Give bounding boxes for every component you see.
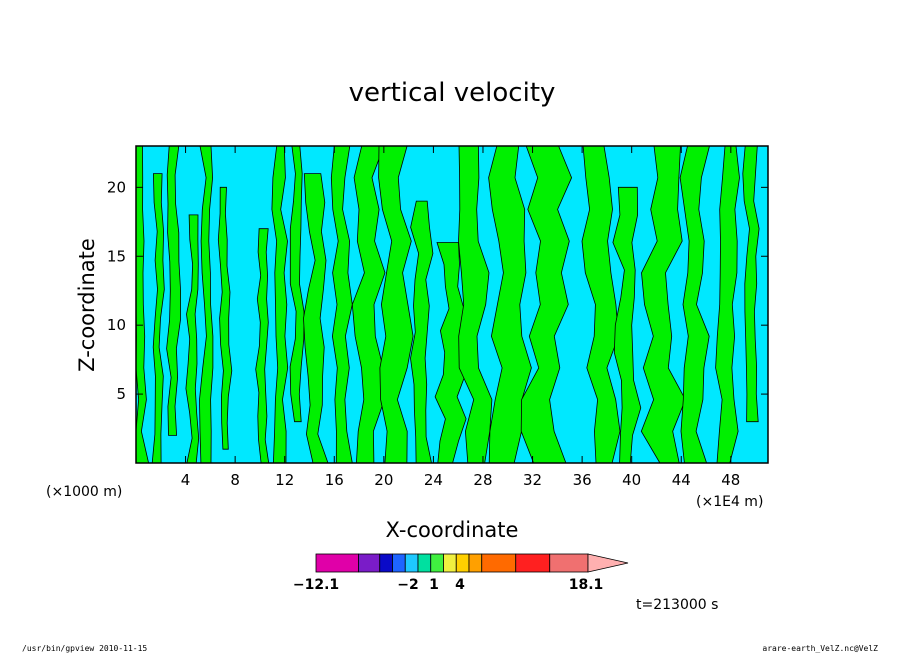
x-tick-label: 12: [275, 471, 294, 489]
chart-title: vertical velocity: [349, 78, 556, 108]
colorbar-arrow: [587, 553, 629, 573]
time-annotation: t=213000 s: [636, 597, 718, 613]
x-scale-note: (×1E4 m): [696, 494, 763, 510]
colorbar-segment: [455, 553, 470, 573]
velocity-field: [135, 145, 760, 464]
positive-velocity-region: [255, 228, 270, 464]
colorbar-segment: [358, 553, 381, 573]
x-axis-label: X-coordinate: [386, 518, 519, 542]
positive-velocity-region: [612, 186, 642, 464]
colorbar: [315, 553, 629, 573]
colorbar-label: 18.1: [569, 577, 604, 593]
x-tick-label: 4: [181, 471, 191, 489]
colorbar-label: 1: [429, 577, 439, 593]
colorbar-segment: [515, 553, 551, 573]
colorbar-label: 4: [455, 577, 465, 593]
colorbar-label: −2: [397, 577, 418, 593]
x-tick-label: 36: [573, 471, 592, 489]
x-tick-label: 24: [424, 471, 443, 489]
y-tick-label: 20: [107, 178, 126, 196]
y-tick-label: 10: [107, 316, 126, 334]
positive-velocity-region: [185, 214, 200, 464]
colorbar-segment: [315, 553, 359, 573]
x-tick-label: 28: [473, 471, 492, 489]
y-scale-note: (×1000 m): [46, 484, 122, 500]
x-tick-label: 8: [230, 471, 240, 489]
colorbar-segment: [404, 553, 419, 573]
footer-right: arare-earth_VelZ.nc@VelZ: [762, 644, 878, 653]
plot-area: [135, 145, 769, 464]
colorbar-segment: [417, 553, 432, 573]
footer-left: /usr/bin/gpview 2010-11-15: [22, 644, 147, 653]
x-tick-label: 16: [325, 471, 344, 489]
x-tick-label: 40: [622, 471, 641, 489]
colorbar-segment: [468, 553, 483, 573]
colorbar-label: −12.1: [293, 577, 339, 593]
colorbar-segment: [379, 553, 393, 573]
positive-velocity-region: [303, 173, 329, 464]
positive-velocity-region: [410, 200, 434, 464]
positive-velocity-region: [217, 186, 233, 450]
x-tick-label: 44: [672, 471, 691, 489]
x-tick-label: 48: [721, 471, 740, 489]
colorbar-segment: [481, 553, 517, 573]
colorbar-segment: [430, 553, 444, 573]
y-axis-ticks: 5 10 15 20: [107, 178, 768, 403]
positive-velocity-region: [151, 173, 165, 464]
colorbar-segment: [443, 553, 457, 573]
x-axis-ticks: 4 8 12 16 20 24 28 32 36 40 44 48: [181, 146, 740, 489]
plot-frame: [135, 145, 769, 464]
x-tick-label: 20: [374, 471, 393, 489]
y-axis-label: Z-coordinate: [75, 238, 99, 372]
y-tick-label: 15: [107, 247, 126, 265]
colorbar-segment: [392, 553, 406, 573]
colorbar-labels: −12.1 −2 1 4 18.1: [293, 577, 603, 593]
colorbar-segment: [549, 553, 589, 573]
x-tick-label: 32: [523, 471, 542, 489]
y-tick-label: 5: [116, 385, 126, 403]
